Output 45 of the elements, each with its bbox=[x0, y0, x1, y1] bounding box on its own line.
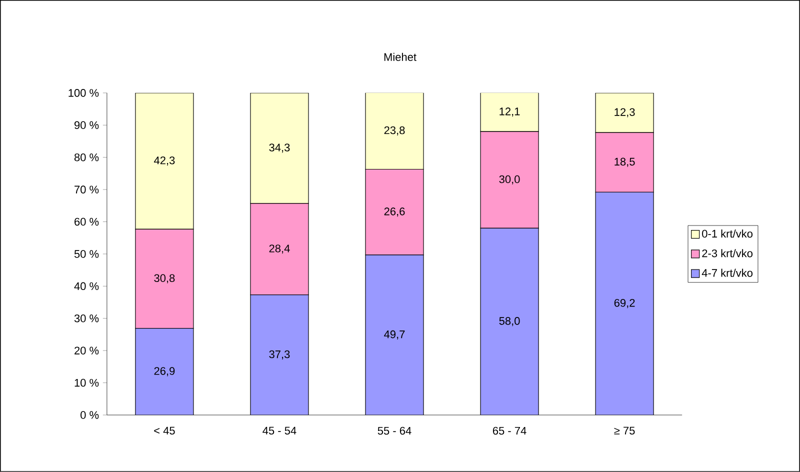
bar bbox=[366, 254, 424, 416]
data-label: 69,2 bbox=[614, 299, 635, 308]
y-tick-label: 80 % bbox=[74, 154, 99, 162]
chart-title: Miehet bbox=[384, 52, 416, 61]
data-label: 28,4 bbox=[269, 244, 290, 254]
data-label: 18,5 bbox=[614, 158, 635, 167]
y-tick-label: 50 % bbox=[74, 250, 99, 258]
bar bbox=[135, 328, 194, 416]
y-tick-label: 10 % bbox=[74, 378, 99, 387]
data-label: 34,3 bbox=[269, 144, 290, 153]
y-tick-label: 20 % bbox=[74, 346, 99, 355]
x-tick-label: 65 - 74 bbox=[492, 426, 526, 435]
data-label: 58,0 bbox=[499, 317, 520, 326]
y-tick-label: 30 % bbox=[74, 314, 99, 322]
bar bbox=[250, 92, 309, 204]
data-label: 30,0 bbox=[499, 175, 520, 184]
y-tick-label: 60 % bbox=[74, 218, 99, 226]
y-tick-label: 0 % bbox=[80, 411, 99, 419]
y-tick-label: 70 % bbox=[74, 186, 99, 194]
data-label: 26,6 bbox=[384, 208, 405, 217]
y-tick-label: 100 % bbox=[68, 89, 99, 97]
bar bbox=[250, 294, 308, 416]
x-tick-label: 45 - 54 bbox=[262, 426, 296, 435]
bar bbox=[135, 92, 194, 230]
bar bbox=[365, 92, 424, 170]
x-tick-label: 55 - 64 bbox=[378, 426, 412, 435]
data-label: 30,8 bbox=[154, 274, 175, 284]
data-label: 37,3 bbox=[269, 350, 290, 360]
data-label: 49,7 bbox=[384, 330, 405, 340]
y-tick-label: 90 % bbox=[74, 121, 99, 130]
bar bbox=[480, 92, 539, 132]
data-label: 12,3 bbox=[614, 108, 635, 118]
bar bbox=[595, 192, 654, 416]
legend-label: 4-7 krt/vko bbox=[702, 268, 752, 277]
data-label: 42,3 bbox=[154, 156, 175, 166]
legend-label: 0-1 krt/vko bbox=[702, 230, 752, 238]
x-tick-label: ≥ 75 bbox=[614, 426, 635, 435]
legend-label: 2-3 krt/vko bbox=[702, 249, 752, 258]
x-tick-label: < 45 bbox=[154, 426, 175, 435]
data-label: 23,8 bbox=[384, 126, 405, 136]
y-tick-label: 40 % bbox=[74, 282, 99, 290]
bar bbox=[595, 92, 654, 133]
data-label: 12,1 bbox=[500, 108, 520, 117]
data-label: 26,9 bbox=[154, 367, 175, 376]
bar bbox=[480, 228, 539, 416]
